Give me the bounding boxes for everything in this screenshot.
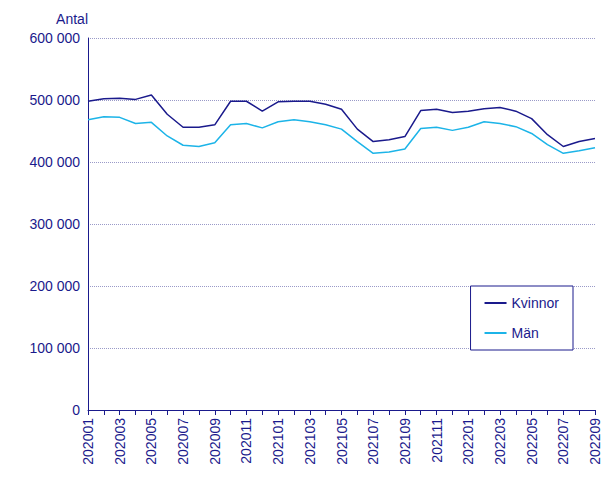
- svg-text:Män: Män: [512, 325, 539, 341]
- svg-text:202009: 202009: [207, 418, 223, 465]
- svg-text:0: 0: [72, 402, 80, 418]
- svg-text:300 000: 300 000: [29, 216, 80, 232]
- svg-text:202003: 202003: [112, 418, 128, 465]
- svg-text:202011: 202011: [238, 418, 254, 464]
- svg-text:202005: 202005: [143, 418, 159, 465]
- svg-text:200 000: 200 000: [29, 278, 80, 294]
- svg-text:202001: 202001: [80, 418, 96, 465]
- svg-text:202107: 202107: [365, 418, 381, 465]
- svg-text:202111: 202111: [429, 418, 445, 463]
- svg-text:202207: 202207: [555, 418, 571, 465]
- svg-text:500 000: 500 000: [29, 92, 80, 108]
- svg-text:202201: 202201: [460, 418, 476, 465]
- svg-text:202109: 202109: [397, 418, 413, 465]
- svg-text:Kvinnor: Kvinnor: [512, 295, 560, 311]
- svg-text:202209: 202209: [587, 418, 603, 465]
- svg-text:600 000: 600 000: [29, 30, 80, 46]
- svg-text:202007: 202007: [175, 418, 191, 465]
- svg-text:400 000: 400 000: [29, 154, 80, 170]
- svg-text:202203: 202203: [492, 418, 508, 465]
- svg-text:Antal: Antal: [56, 11, 88, 27]
- svg-text:202101: 202101: [270, 418, 286, 465]
- svg-text:202205: 202205: [524, 418, 540, 465]
- svg-text:100 000: 100 000: [29, 340, 80, 356]
- svg-text:202105: 202105: [334, 418, 350, 465]
- svg-text:202103: 202103: [302, 418, 318, 465]
